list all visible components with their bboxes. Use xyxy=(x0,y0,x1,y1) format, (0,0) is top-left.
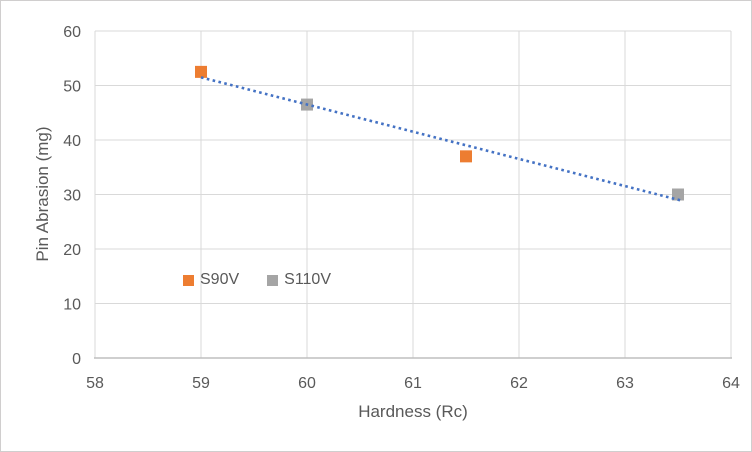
legend-marker-s110v xyxy=(267,274,279,286)
data-point-s90v xyxy=(460,150,472,163)
data-point-s90v xyxy=(195,65,207,78)
y-tick-label: 50 xyxy=(63,79,81,96)
data-point-s110v xyxy=(672,188,684,201)
y-tick-label: 30 xyxy=(63,188,81,205)
trendline xyxy=(200,76,684,203)
y-tick-label: 20 xyxy=(63,242,81,259)
y-tick-label: 0 xyxy=(72,351,81,368)
x-tick-label: 61 xyxy=(404,375,422,392)
x-tick-label: 59 xyxy=(192,375,210,392)
y-tick-label: 40 xyxy=(63,133,81,150)
x-tick-label: 62 xyxy=(510,375,528,392)
legend-label-s110v: S110V xyxy=(284,271,331,288)
legend-marker-s90v xyxy=(183,274,194,286)
x-tick-label: 63 xyxy=(616,375,634,392)
y-tick-label: 10 xyxy=(63,297,81,314)
x-tick-label: 60 xyxy=(298,375,316,392)
legend-label-s90v: S90V xyxy=(200,271,240,288)
y-axis-title: Pin Abrasion (mg) xyxy=(33,126,52,262)
y-tick-label: 60 xyxy=(63,24,81,41)
x-axis-title: Hardness (Rc) xyxy=(358,402,468,421)
legend: S90V S110V xyxy=(183,272,331,288)
legend-item-s110v: S110V xyxy=(267,272,331,288)
x-tick-label: 64 xyxy=(722,375,740,392)
legend-item-s90v: S90V xyxy=(183,272,239,288)
x-tick-label: 58 xyxy=(86,375,104,392)
